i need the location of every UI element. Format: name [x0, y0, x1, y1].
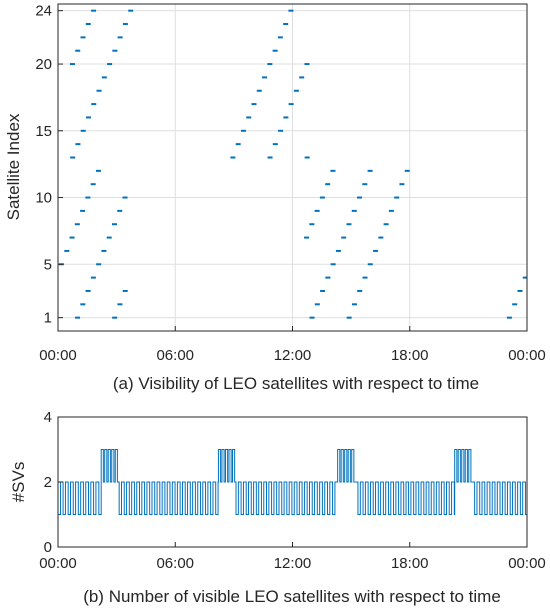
visibility-caption: (a) Visibility of LEO satellites with re…: [113, 374, 479, 393]
sv-count-series-line: [58, 449, 527, 515]
visibility-x-tick-label: 18:00: [391, 347, 429, 364]
visibility-x-tick-label: 00:00: [39, 347, 77, 364]
sv-count-x-tick-label: 00:00: [39, 555, 77, 572]
sv-count-x-tick-label: 06:00: [156, 555, 194, 572]
visibility-x-tick-label: 00:00: [508, 347, 546, 364]
sv-count-x-tick-label: 12:00: [274, 555, 312, 572]
visibility-x-tick-label: 12:00: [274, 347, 312, 364]
visibility-x-tick-label: 06:00: [156, 347, 194, 364]
visibility-marks: [59, 9, 527, 319]
sv-count-marks: [58, 449, 527, 515]
sv-count-x-tick-label: 00:00: [508, 555, 546, 572]
sv-count-y-tick-label: 4: [44, 409, 52, 426]
visibility-y-axis-label: Satellite Index: [4, 113, 23, 220]
visibility-plot-frame: [57, 3, 528, 332]
visibility-y-tick-label: 15: [35, 123, 52, 140]
sv-count-y-axis-label: #SVs: [9, 462, 28, 503]
visibility-y-tick-label: 10: [35, 190, 52, 207]
visibility-y-tick-label: 5: [44, 256, 52, 273]
visibility-y-tick-label: 1: [44, 310, 52, 327]
sv-count-caption: (b) Number of visible LEO satellites wit…: [83, 587, 501, 606]
sv-count-y-tick-label: 2: [44, 474, 52, 491]
sv-count-y-tick-label: 0: [44, 539, 52, 556]
visibility-y-tick-label: 24: [35, 3, 52, 20]
sv-count-plot-frame: [57, 416, 528, 548]
visibility-y-tick-label: 20: [35, 56, 52, 73]
visibility-grid: [58, 4, 527, 331]
sv-count-x-tick-label: 18:00: [391, 555, 429, 572]
